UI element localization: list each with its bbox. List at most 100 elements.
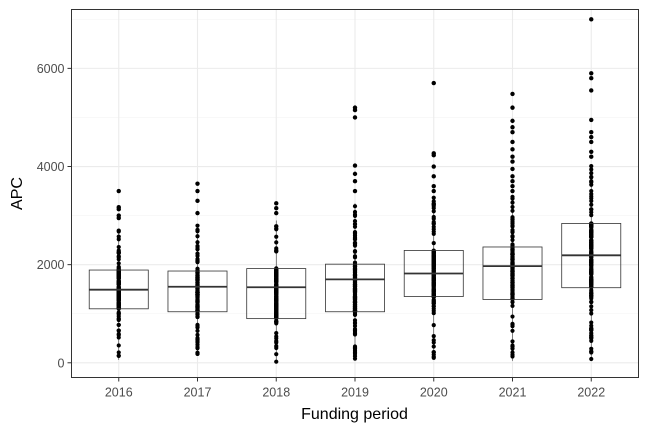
data-point [352,327,358,332]
data-point [274,312,279,317]
outlier-point [431,164,436,169]
data-point [195,240,200,245]
data-point [352,236,358,241]
data-point [116,244,121,250]
data-point [274,334,279,339]
data-point [589,311,594,316]
data-point [589,234,594,239]
data-point [431,275,436,280]
data-point [589,304,594,309]
data-point [510,229,515,234]
outlier-point [352,115,358,120]
data-point [195,311,200,316]
data-point [352,268,358,273]
data-point [352,273,358,278]
data-point [195,234,200,239]
data-point [589,191,594,197]
data-point [589,335,594,340]
outlier-point [116,215,121,221]
outlier-point [510,174,515,179]
data-point [589,171,594,176]
data-point [589,279,594,284]
x-tick-label: 2020 [420,386,448,400]
data-point [195,308,200,313]
data-point [195,325,200,330]
data-point [195,328,200,333]
data-point [352,254,358,259]
data-point [510,354,515,359]
data-point [274,246,279,251]
data-point [589,237,594,243]
data-point [431,241,436,246]
data-point [431,292,436,297]
data-point [510,273,515,278]
outlier-point [431,80,436,86]
data-point [352,260,358,265]
data-point [589,188,594,194]
data-point [510,217,515,222]
box-2017 [167,270,228,313]
outlier-point [510,139,515,145]
data-point [352,224,358,229]
data-point [116,257,121,262]
y-tick-label: 4000 [37,160,65,174]
data-point [431,340,436,345]
data-point [116,343,121,348]
data-point [195,299,200,304]
data-point [116,280,121,285]
data-point [274,268,279,273]
data-point [274,331,279,336]
data-point [195,229,200,234]
data-point [274,319,279,324]
data-point [274,298,279,303]
outlier-point [510,91,515,97]
x-axis-title: Funding period [301,406,408,423]
data-point [589,265,594,270]
data-point [274,345,279,351]
data-point [274,226,279,231]
data-point [510,324,515,329]
data-point [431,216,436,221]
data-point [510,200,515,205]
outlier-point [274,210,279,216]
outlier-point [510,183,515,189]
data-point [510,277,515,283]
data-point [510,208,515,213]
data-point [116,249,121,255]
data-point [352,218,358,224]
data-point [589,198,594,204]
outlier-point [589,17,594,22]
data-point [352,204,358,209]
data-point [352,323,358,329]
outlier-point [431,188,436,194]
data-point [431,251,436,256]
data-point [195,351,200,357]
data-point [589,323,594,328]
data-point [589,242,594,247]
data-point [510,246,515,252]
outlier-point [589,149,594,154]
data-point [116,296,121,301]
outlier-point [116,207,121,212]
data-point [195,258,200,263]
data-point [431,231,436,236]
data-point [510,314,515,319]
y-axis-title: APC [9,177,26,210]
outlier-point [116,188,121,194]
data-point [431,334,436,339]
outlier-point [589,75,594,81]
data-point [431,310,436,316]
data-point [510,339,515,344]
data-point [431,202,436,207]
data-point [274,273,279,278]
data-points [116,17,594,364]
y-tick-label: 0 [58,356,65,370]
data-point [589,320,594,325]
data-point [589,202,594,207]
data-point [589,296,594,301]
x-tick-label: 2019 [341,386,369,400]
data-point [352,354,358,359]
x-tick-label: 2016 [105,386,133,400]
data-point [116,335,121,340]
outlier-point [510,118,515,124]
